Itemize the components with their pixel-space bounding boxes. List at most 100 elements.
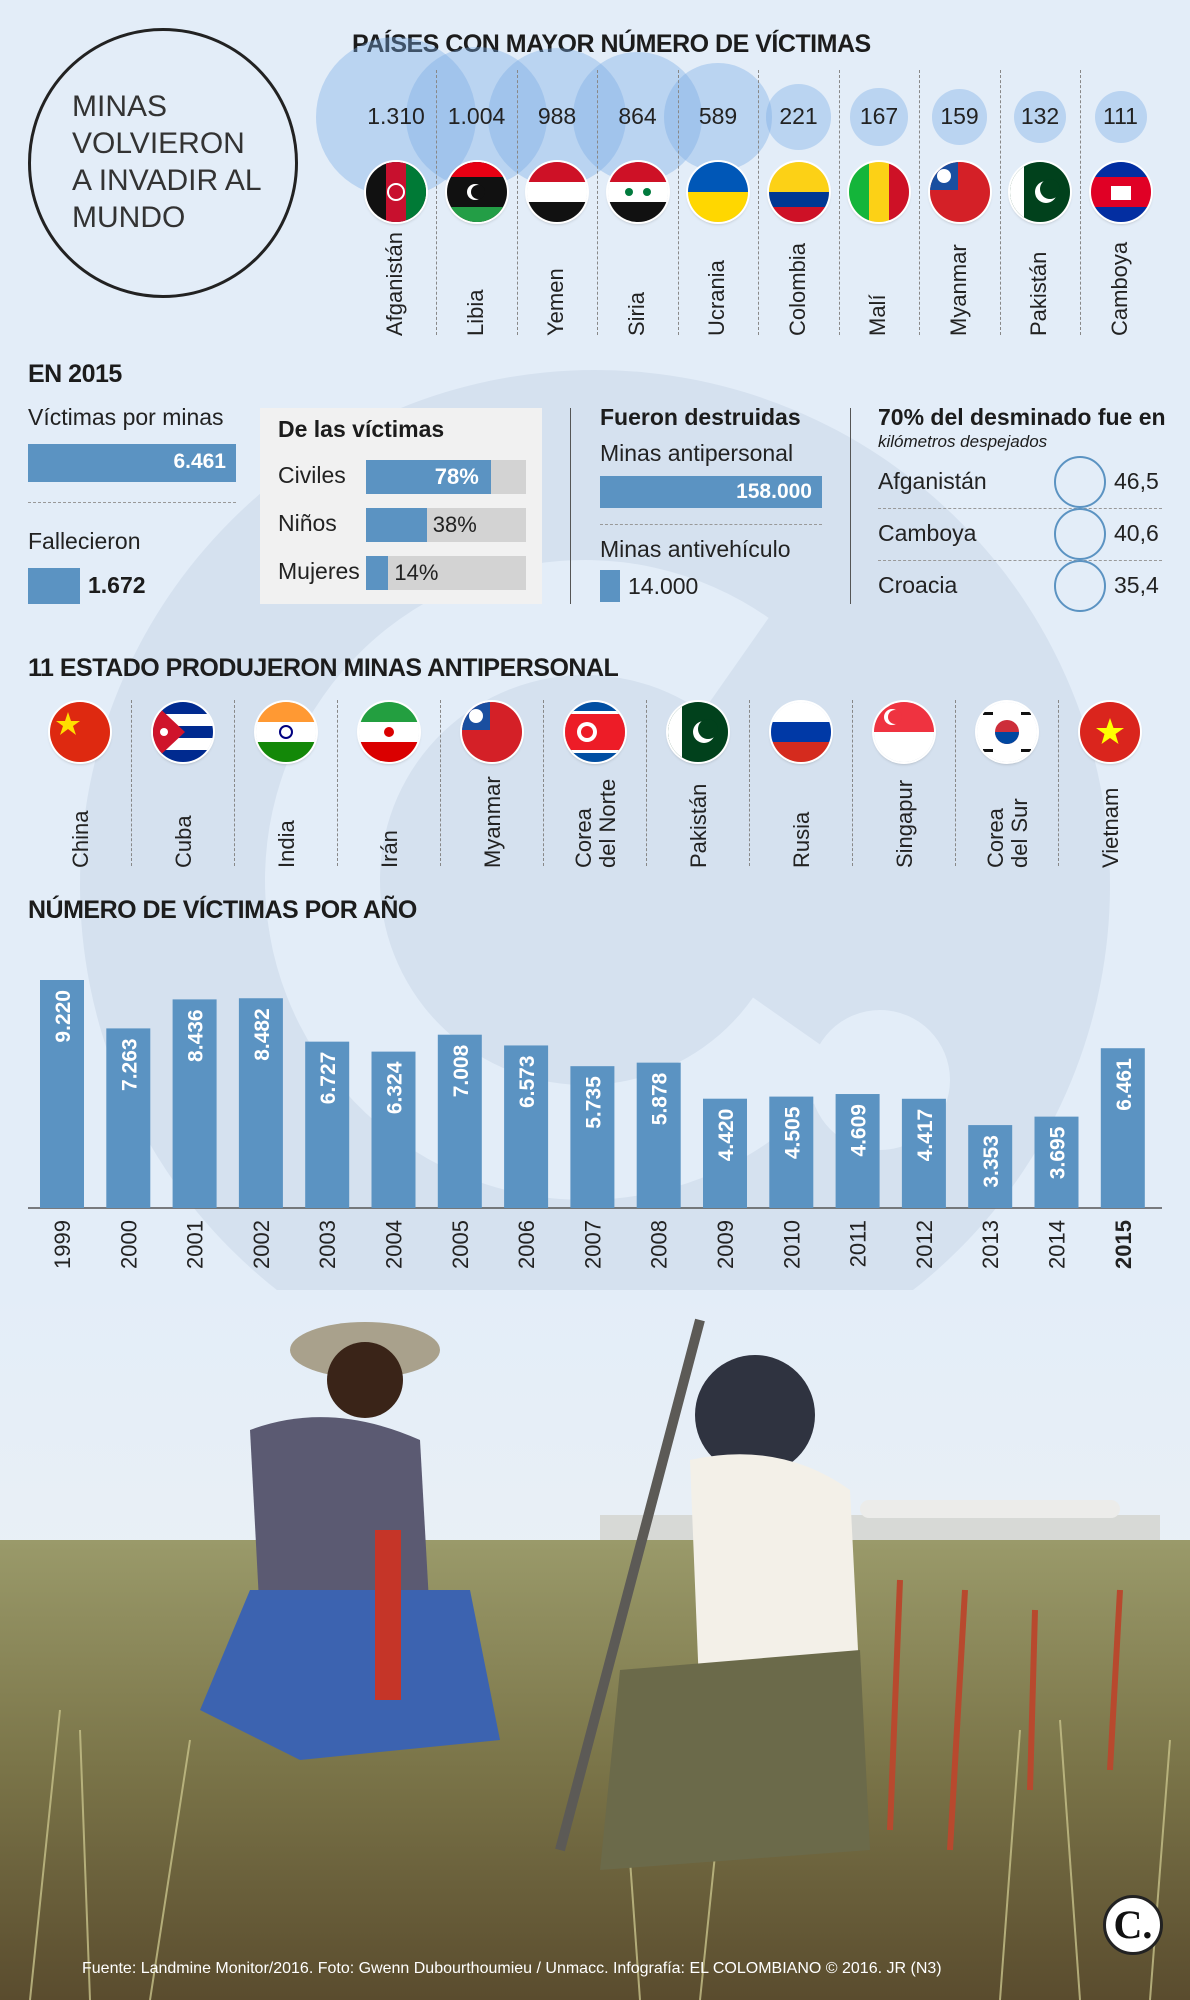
year-tick-label: 2006: [514, 1220, 539, 1269]
bar-2013: [968, 1125, 1013, 1208]
bar-2003: [305, 1041, 350, 1208]
breakdown-value: 78%: [434, 464, 479, 489]
bar-value-label: 8.436: [185, 1009, 208, 1062]
divider: [850, 408, 851, 604]
country-victims-value: 589: [698, 103, 738, 129]
page-title: MINAS VOLVIERON A INVADIR AL MUNDO: [72, 90, 262, 234]
country-victims-value: 167: [859, 103, 899, 129]
year-tick-label: 2013: [978, 1220, 1003, 1269]
year-tick-label: 2012: [912, 1220, 937, 1269]
pakistan-flag: [668, 702, 728, 762]
country-victims-value: 1.004: [447, 103, 506, 129]
bar-2000: [106, 1028, 151, 1208]
breakdown-bar: [366, 508, 427, 542]
bar-value-label: 6.573: [516, 1055, 539, 1108]
bar-value-label: 5.735: [582, 1076, 605, 1129]
country-victims-value: 111: [1103, 103, 1138, 129]
producer-name: Vietnam: [1098, 787, 1123, 868]
country-name: Malí: [865, 294, 890, 336]
producer-name: Rusia: [789, 811, 814, 868]
country-name: Ucrania: [704, 260, 729, 336]
country-name: Colombia: [784, 243, 810, 336]
bar-2002: [238, 998, 283, 1208]
year-tick-label: 2003: [315, 1220, 340, 1269]
bar-value-label: 3.353: [980, 1135, 1003, 1188]
bar-value-label: 4.609: [848, 1104, 871, 1157]
bar-value-label: 9.220: [52, 990, 75, 1043]
bar-2010: [769, 1096, 814, 1208]
av-label: Minas antivehículo: [600, 536, 791, 562]
year-tick-label: 2001: [183, 1220, 208, 1269]
pakistan-flag: [1010, 162, 1070, 222]
breakdown-heading: De las víctimas: [278, 416, 445, 442]
divider: [838, 70, 840, 335]
year-tick-label: 2009: [713, 1220, 738, 1269]
producer-name: Irán: [377, 830, 402, 868]
bar-value-label: 4.505: [781, 1106, 804, 1159]
bar-2009: [703, 1098, 747, 1208]
bar-value-label: 6.324: [384, 1061, 407, 1114]
divider: [955, 700, 956, 866]
bar-2005: [437, 1034, 482, 1208]
bar-2007: [570, 1066, 615, 1208]
chart-heading: NÚMERO DE VÍCTIMAS POR AÑO: [28, 896, 417, 924]
divider: [878, 508, 1162, 509]
producer-name: Myanmar: [480, 776, 505, 868]
producer-name: del Norte: [595, 778, 620, 868]
producer-name: del Sur: [1007, 798, 1032, 868]
source-credit: Fuente: Landmine Monitor/2016. Foto: Gwe…: [82, 1960, 942, 1977]
divider: [852, 700, 853, 866]
demining-ring: [1054, 560, 1106, 612]
yemen-flag: [527, 162, 587, 222]
destroyed-heading: Fueron destruidas: [600, 404, 801, 430]
country-bubble: [1014, 91, 1066, 143]
bar-value-label: 4.417: [914, 1109, 937, 1162]
bar-2012: [901, 1098, 946, 1208]
bar-2011: [835, 1094, 880, 1208]
cambodia-flag: [1090, 162, 1151, 222]
divider: [337, 700, 338, 866]
china-flag: [50, 702, 110, 762]
country-bubble: [664, 63, 772, 171]
bar-2006: [504, 1045, 549, 1208]
bar-2015: [1100, 1048, 1145, 1208]
breakdown-label: Niños: [278, 510, 337, 536]
breakdown-value: 38%: [432, 512, 477, 537]
myanmar-flag: [462, 702, 522, 762]
victims-value: 6.461: [173, 450, 226, 473]
mali-flag: [849, 162, 909, 222]
producer-name: Singapur: [892, 779, 917, 868]
el-colombiano-logo: C.: [1103, 1895, 1163, 1955]
divider: [516, 70, 518, 335]
divider: [919, 70, 920, 335]
demining-country: Afganistán: [878, 468, 987, 494]
divider: [600, 524, 822, 525]
bar-value-label: 6.727: [317, 1052, 340, 1105]
russia-flag: [771, 702, 831, 762]
syria-flag: [607, 162, 668, 222]
country-name: Libia: [462, 289, 488, 336]
year-tick-label: 2002: [249, 1220, 274, 1269]
divider: [234, 700, 235, 866]
year-tick-label: 2014: [1045, 1220, 1070, 1269]
breakdown-label: Civiles: [278, 462, 346, 488]
breakdown-track: [366, 556, 526, 590]
country-victims-value: 864: [618, 103, 657, 129]
divider: [1080, 70, 1081, 335]
country-victims-value: 159: [940, 103, 979, 129]
demining-ring: [1054, 456, 1106, 508]
producer-name: Pakistán: [686, 783, 711, 868]
ukraine-flag: [688, 162, 748, 222]
breakdown-bar: [366, 556, 389, 590]
divider: [1058, 700, 1059, 866]
country-name: Myanmar: [945, 244, 971, 336]
singapore-flag: [874, 702, 934, 762]
victims-bar: [28, 444, 236, 482]
demining-subheading: kilómetros despejados: [878, 432, 1048, 451]
year-tick-label: 2011: [846, 1220, 871, 1267]
divider: [131, 700, 132, 866]
year-tick-label: 2008: [647, 1220, 672, 1269]
year-tick-label: 2007: [580, 1220, 605, 1269]
cuba-flag: [153, 702, 213, 762]
demining-country: Croacia: [878, 572, 958, 598]
